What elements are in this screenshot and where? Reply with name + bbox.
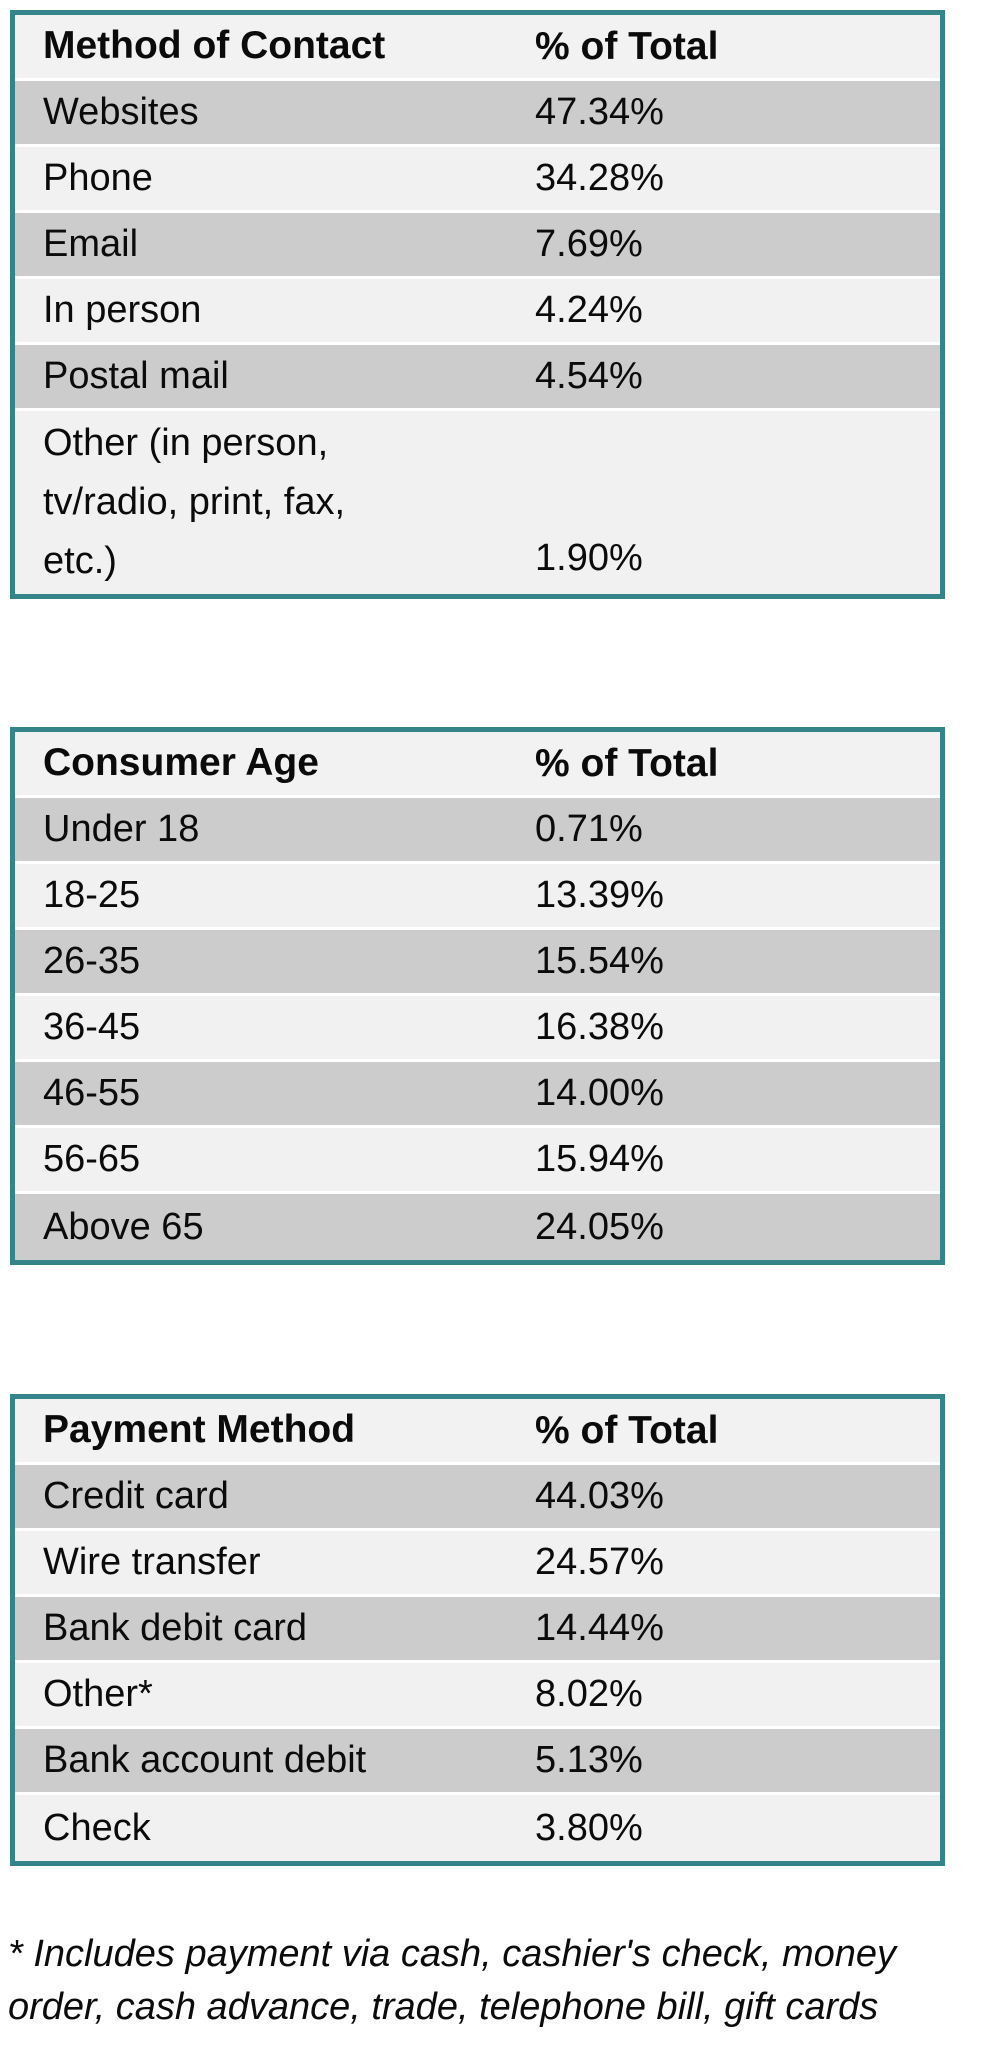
row-label: Other* bbox=[43, 1673, 153, 1716]
table-row: Other* 8.02% bbox=[15, 1663, 940, 1729]
table-row: 26-35 15.54% bbox=[15, 930, 940, 996]
row-value: 14.44% bbox=[535, 1607, 664, 1649]
row-value: 0.71% bbox=[535, 808, 643, 850]
table-row: Websites 47.34% bbox=[15, 81, 940, 147]
row-value: 15.54% bbox=[535, 940, 664, 982]
table-row: Postal mail 4.54% bbox=[15, 345, 940, 411]
table-row: Credit card 44.03% bbox=[15, 1465, 940, 1531]
row-value: 14.00% bbox=[535, 1072, 664, 1114]
row-label: Bank debit card bbox=[43, 1607, 308, 1650]
table-row: Phone 34.28% bbox=[15, 147, 940, 213]
table-row: 18-25 13.39% bbox=[15, 864, 940, 930]
row-label: 46-55 bbox=[43, 1072, 141, 1115]
row-value: 16.38% bbox=[535, 1006, 664, 1048]
row-label: 18-25 bbox=[43, 874, 141, 917]
row-label: 56-65 bbox=[43, 1138, 141, 1181]
table-row: Wire transfer 24.57% bbox=[15, 1531, 940, 1597]
table-header-row: Method of Contact % of Total bbox=[15, 15, 940, 81]
row-value: 7.69% bbox=[535, 223, 643, 265]
row-label: 26-35 bbox=[43, 940, 141, 983]
row-label: Check bbox=[43, 1806, 151, 1849]
row-label: Under 18 bbox=[43, 808, 200, 851]
row-value: 13.39% bbox=[535, 874, 664, 916]
column-header-value: % of Total bbox=[535, 24, 719, 68]
row-label: Above 65 bbox=[43, 1205, 204, 1248]
table-row: Bank debit card 14.44% bbox=[15, 1597, 940, 1663]
payment-method-table: Payment Method % of Total Credit card 44… bbox=[10, 1394, 945, 1866]
row-value: 15.94% bbox=[535, 1138, 664, 1180]
table-header-row: Consumer Age % of Total bbox=[15, 732, 940, 798]
column-header-label: Method of Contact bbox=[43, 24, 386, 68]
column-header-value: % of Total bbox=[535, 1408, 719, 1452]
table-row: Other (in person, tv/radio, print, fax, … bbox=[15, 411, 940, 594]
table-row: Above 65 24.05% bbox=[15, 1194, 940, 1260]
row-value: 44.03% bbox=[535, 1475, 664, 1517]
column-header-label: Payment Method bbox=[43, 1408, 356, 1452]
row-label: Bank account debit bbox=[43, 1739, 367, 1782]
table-row: Bank account debit 5.13% bbox=[15, 1729, 940, 1795]
table-row: 56-65 15.94% bbox=[15, 1128, 940, 1194]
table-row: Under 18 0.71% bbox=[15, 798, 940, 864]
row-value: 1.90% bbox=[535, 537, 643, 580]
column-header-label: Consumer Age bbox=[43, 741, 319, 785]
row-label: 36-45 bbox=[43, 1006, 141, 1049]
table-row: In person 4.24% bbox=[15, 279, 940, 345]
row-value: 3.80% bbox=[535, 1806, 643, 1849]
row-label: Postal mail bbox=[43, 355, 229, 398]
row-label: Phone bbox=[43, 157, 153, 200]
row-value: 5.13% bbox=[535, 1739, 643, 1781]
consumer-age-table: Consumer Age % of Total Under 18 0.71% 1… bbox=[10, 727, 945, 1265]
column-header-value: % of Total bbox=[535, 741, 719, 785]
table-row: Email 7.69% bbox=[15, 213, 940, 279]
table-header-row: Payment Method % of Total bbox=[15, 1399, 940, 1465]
row-label: In person bbox=[43, 289, 202, 332]
footnote-text: * Includes payment via cash, cashier's c… bbox=[8, 1933, 897, 2029]
row-value: 34.28% bbox=[535, 157, 664, 199]
table-row: 46-55 14.00% bbox=[15, 1062, 940, 1128]
row-label: Credit card bbox=[43, 1475, 229, 1518]
method-of-contact-table: Method of Contact % of Total Websites 47… bbox=[10, 10, 945, 599]
row-label: Email bbox=[43, 223, 139, 266]
table-row: 36-45 16.38% bbox=[15, 996, 940, 1062]
row-value: 24.57% bbox=[535, 1541, 664, 1583]
row-value: 24.05% bbox=[535, 1205, 664, 1248]
row-value: 4.24% bbox=[535, 289, 643, 331]
table-row: Check 3.80% bbox=[15, 1795, 940, 1861]
row-label: Websites bbox=[43, 91, 199, 134]
row-label: Wire transfer bbox=[43, 1541, 261, 1584]
row-value: 47.34% bbox=[535, 91, 664, 133]
row-value: 4.54% bbox=[535, 355, 643, 397]
row-value: 8.02% bbox=[535, 1673, 643, 1715]
row-label: Other (in person, tv/radio, print, fax, … bbox=[43, 422, 346, 582]
